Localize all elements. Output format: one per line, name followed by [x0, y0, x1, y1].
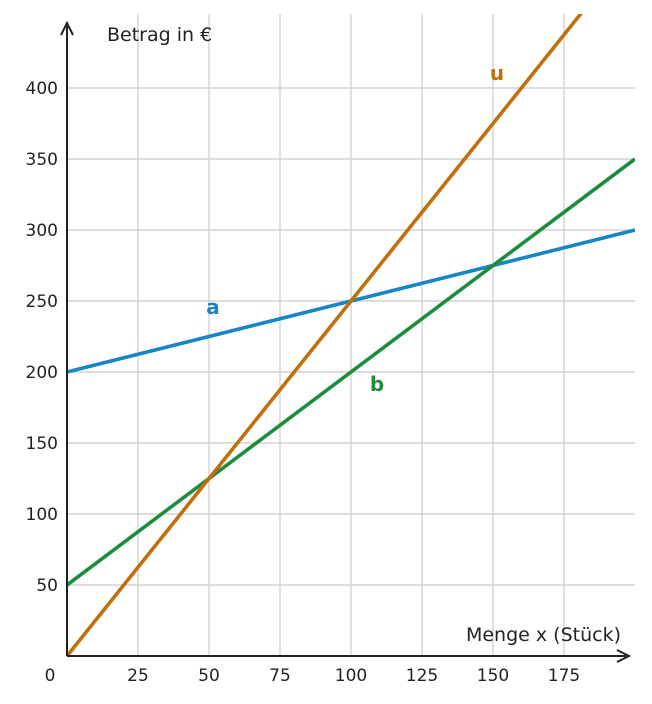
x-tick-label: 175: [548, 666, 580, 686]
y-tick-label: 200: [26, 363, 58, 383]
x-tick-label: 25: [127, 666, 149, 686]
y-tick-label: 150: [26, 434, 58, 454]
series-line-u: [67, 14, 583, 656]
series-label-b: b: [370, 372, 384, 396]
x-axis-title: Menge x (Stück): [466, 624, 621, 646]
x-tick-label: 75: [269, 666, 291, 686]
y-tick-label: 250: [26, 292, 58, 312]
x-tick-label: 125: [406, 666, 438, 686]
y-tick-label: 400: [26, 79, 58, 99]
series-group: [67, 14, 635, 656]
y-tick-label: 100: [26, 505, 58, 525]
x-tick-label: 150: [477, 666, 509, 686]
y-tick-label: 350: [26, 150, 58, 170]
series-line-b: [67, 157, 635, 587]
series-label-a: a: [206, 295, 220, 319]
x-axis-arrow: [616, 649, 632, 663]
x-tick-label: 100: [335, 666, 367, 686]
y-tick-label: 50: [36, 576, 58, 596]
origin-label: 0: [45, 666, 56, 686]
series-label-u: u: [490, 61, 504, 85]
y-tick-label: 300: [26, 221, 58, 241]
labels: Betrag in € Menge x (Stück) 0 25 50 75 100 1…: [26, 24, 621, 686]
axes: [60, 20, 632, 663]
y-axis-title: Betrag in €: [107, 24, 212, 46]
y-axis-arrow: [60, 20, 74, 36]
x-tick-label: 50: [198, 666, 220, 686]
grid: [67, 14, 635, 656]
